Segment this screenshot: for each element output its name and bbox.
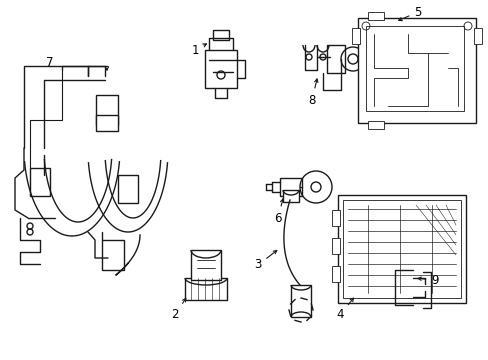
Bar (213, 30, 228, 40)
Bar (365, 26, 463, 111)
Bar (331, 210, 339, 226)
Bar (351, 28, 359, 44)
Bar (342, 200, 460, 298)
Text: 7: 7 (46, 55, 54, 68)
Bar (96, 115, 118, 131)
Bar (96, 95, 118, 125)
Bar (331, 266, 339, 282)
Text: 9: 9 (417, 274, 438, 287)
Bar (337, 195, 465, 303)
Text: 5: 5 (398, 5, 421, 21)
Bar (30, 168, 50, 196)
Bar (184, 278, 226, 300)
Bar (290, 285, 310, 317)
Text: 2: 2 (171, 298, 185, 321)
Text: 3: 3 (254, 251, 276, 271)
Text: 8: 8 (307, 79, 317, 107)
Bar (367, 121, 383, 129)
Bar (326, 45, 345, 73)
Bar (102, 240, 124, 270)
Bar (283, 190, 298, 202)
Text: 6: 6 (274, 199, 283, 225)
Bar (331, 238, 339, 254)
Bar (204, 50, 237, 88)
Text: 1: 1 (191, 44, 206, 57)
Bar (357, 18, 475, 123)
Bar (280, 178, 302, 196)
Text: 4: 4 (336, 298, 353, 321)
Bar (473, 28, 481, 44)
Bar (191, 250, 221, 280)
Bar (118, 175, 138, 203)
Bar (367, 12, 383, 20)
